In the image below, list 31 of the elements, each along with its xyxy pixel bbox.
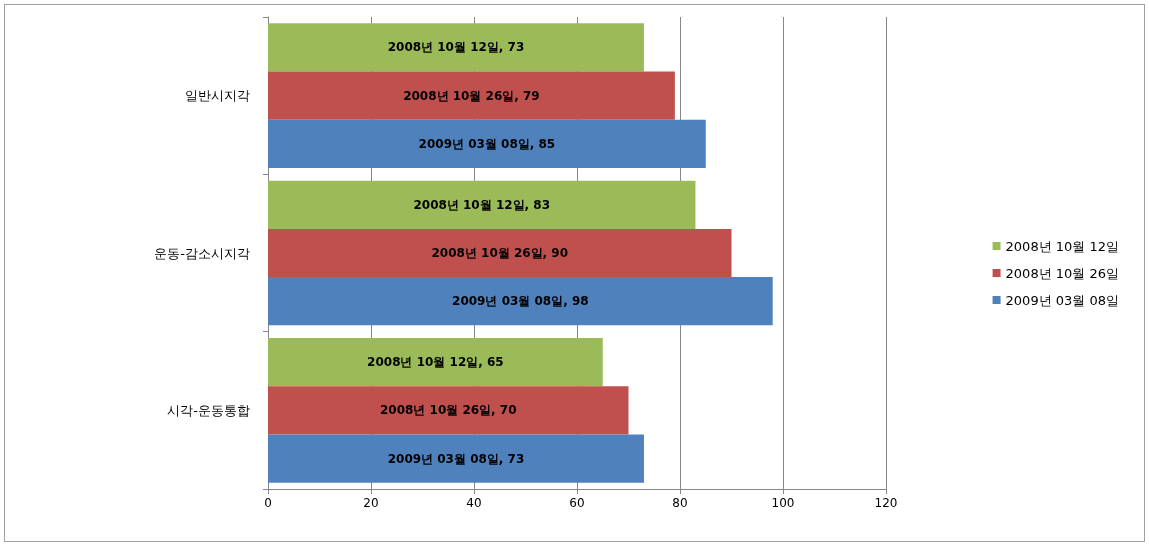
bar [268,119,706,169]
bar [268,180,696,229]
legend-label: 2008년 10월 12일 [1005,238,1119,254]
data-label: 2008년 10월 26일, 79 [403,88,540,103]
bar [268,277,773,326]
x-tick-label: 0 [264,496,272,510]
bar [268,71,675,120]
y-tick-label: 시각-운동통합 [167,402,250,418]
bar [268,23,644,72]
data-label: 2009년 03월 08일, 73 [387,451,525,466]
x-tick-label: 120 [874,496,898,510]
y-tick-label: 일반시지각 [185,88,250,104]
x-tick-label: 20 [363,496,379,510]
data-label: 2008년 10월 12일, 73 [387,40,525,55]
x-tick-label: 60 [569,496,585,510]
bar [268,434,644,483]
x-tick-label: 40 [466,496,482,510]
bar [268,337,603,387]
x-tick-label: 80 [672,496,688,510]
data-label: 2008년 10월 12일, 83 [413,197,551,212]
data-label: 2009년 03월 08일, 85 [418,136,556,151]
data-label: 2008년 10월 26일, 70 [379,403,517,418]
data-label: 2008년 10월 26일, 90 [431,246,569,260]
legend-label: 2008년 10월 26일 [1005,265,1119,281]
bar [268,228,732,278]
data-label: 2008년 10월 12일, 65 [367,355,504,370]
data-label: 2009년 03월 08일, 98 [452,294,589,309]
legend-label: 2009년 03월 08일 [1005,292,1119,308]
bar [268,386,629,435]
y-tick-label: 운동-감소시지각 [154,245,250,261]
x-tick-label: 100 [771,496,795,510]
